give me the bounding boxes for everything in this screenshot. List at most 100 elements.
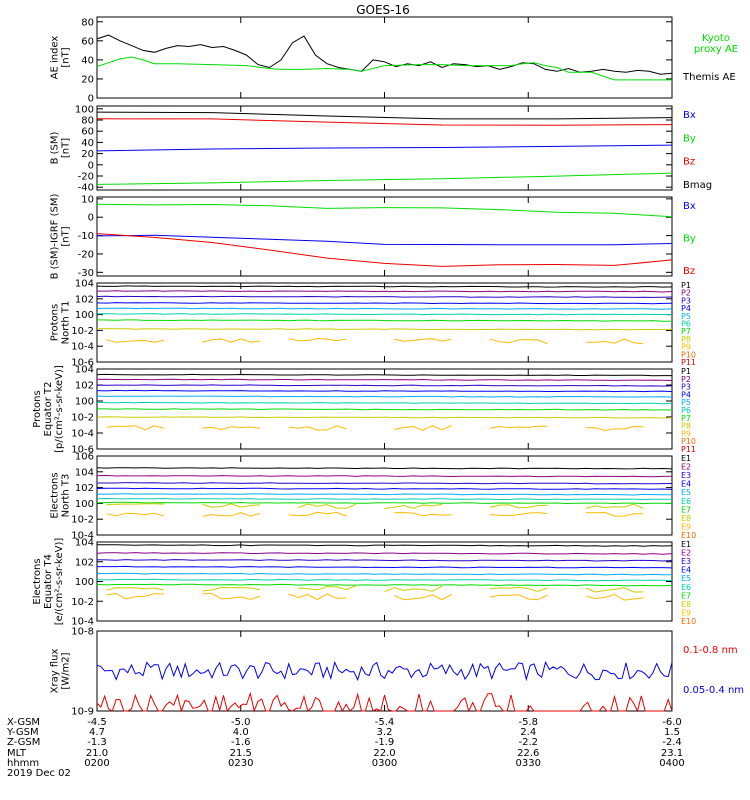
channel-line-e8 [106, 587, 165, 591]
y-tick-label: 10-6 [71, 445, 94, 456]
y-axis-label-line: B (SM) [50, 131, 61, 164]
ephemeris-value-x: -5.0 [231, 717, 251, 728]
series-line-kyoto-proxy-ae [96, 56, 672, 81]
y-tick-label: 100 [75, 499, 94, 510]
channel-line-e8 [202, 503, 260, 508]
y-tick-label: 102 [75, 294, 94, 305]
y-tick-label: 40 [81, 55, 94, 66]
channel-label-p1: P1 [681, 281, 691, 290]
ephemeris-value-x: -5.4 [375, 717, 395, 728]
series-line-0.05-0.4nm [96, 660, 673, 682]
channel-line-p8 [97, 328, 673, 331]
channel-line-p6 [96, 401, 673, 405]
channel-line-e9 [202, 593, 261, 600]
channel-line-e9 [394, 512, 452, 517]
channel-line-p7 [96, 319, 672, 322]
ephemeris-value-mlt: 21.0 [86, 748, 108, 759]
channel-line-e9 [585, 593, 644, 601]
y-tick-label: 20 [81, 74, 94, 85]
y-axis-label-line: [e/(cm²-s-sr-keV)] [54, 538, 65, 626]
ephemeris-value-y: 4.0 [233, 727, 249, 738]
channel-line-e8 [298, 585, 356, 591]
channel-line-e7 [96, 583, 673, 587]
series-line-bz [96, 233, 673, 267]
channel-line-e8 [202, 586, 260, 592]
channel-line-e2 [96, 552, 673, 555]
panel-xray: Xray flux [W/m2] 10-9 10-8 0.1-0.8 nm 0.05-0.… [50, 627, 745, 718]
channel-line-p6 [96, 313, 673, 316]
channel-line-e8 [489, 504, 548, 509]
ephemeris-value-z: -1.9 [375, 737, 395, 748]
legend-xray-short: 0.05-0.4 nm [683, 685, 744, 696]
channel-label-p7: P7 [681, 327, 691, 336]
y-tick-label: 20 [81, 149, 94, 160]
ephemeris-value-z: -1.3 [87, 737, 107, 748]
ephemeris-value-hhmm: 0230 [228, 758, 253, 769]
channel-label-p5: P5 [681, 312, 691, 321]
channel-line-e9 [585, 511, 644, 517]
channel-line-e9 [288, 593, 347, 601]
channel-label-e1: E1 [681, 540, 691, 549]
channel-line-p9 [393, 425, 452, 431]
channel-line-p9 [202, 338, 260, 343]
y-tick-label: 0 [88, 94, 94, 105]
y-axis-label-line: Equator T2 [43, 382, 54, 437]
y-tick-label: 10-6 [71, 358, 94, 369]
y-axis-label-line: [p/(cm²-s-sr-keV)] [54, 365, 65, 453]
series-line-by [96, 203, 673, 218]
channel-label-e8: E8 [681, 600, 691, 609]
ephemeris-value-hhmm: 0300 [372, 758, 397, 769]
channel-label-p2: P2 [681, 375, 691, 384]
y-tick-label: 102 [75, 381, 94, 392]
y-axis-label-line: B (SM)-IGRF (SM) [50, 194, 61, 280]
ephemeris-row-label: Y-GSM [6, 727, 39, 738]
channel-line-e7 [96, 501, 673, 505]
y-tick-label: 10-2 [71, 413, 94, 424]
legend-kyoto-proxy-ae: proxy AE [694, 44, 738, 55]
channel-label-p11: P11 [681, 358, 696, 367]
ephemeris-value-mlt: 23.1 [661, 748, 683, 759]
y-axis-label-line: [nT] [61, 47, 72, 67]
channel-line-p9 [288, 338, 347, 342]
channel-line-e1 [96, 544, 673, 547]
channel-line-e6 [96, 578, 673, 582]
y-axis-label-line: North T3 [61, 474, 72, 518]
channel-line-e8 [489, 586, 548, 592]
ephemeris-value-y: 3.2 [377, 727, 393, 738]
series-line-themis-ae [96, 34, 673, 75]
channel-label-e2: E2 [681, 549, 691, 558]
channel-line-p9 [489, 425, 548, 429]
channel-line-e2 [96, 474, 673, 478]
channel-line-e8 [106, 503, 165, 505]
channel-label-p9: P9 [681, 343, 691, 352]
legend-bmag: Bmag [683, 180, 712, 191]
y-axis-label-line: Protons [50, 304, 61, 341]
figure-title: GOES-16 [356, 3, 410, 17]
y-axis-label-line: Equator T4 [43, 554, 54, 609]
channel-label-p7: P7 [681, 414, 691, 423]
channel-label-p11: P11 [681, 445, 696, 454]
ephemeris-value-mlt: 22.6 [517, 748, 539, 759]
channel-line-p5 [96, 395, 673, 398]
y-tick-label: 10-4 [71, 617, 94, 628]
panel-bigrf: B (SM)-IGRF (SM) [nT] -30 -20 -10 0 10 Bx By Bz [50, 194, 696, 280]
channel-line-e1 [96, 467, 673, 470]
y-tick-label: 40 [81, 138, 94, 149]
channel-label-e2: E2 [681, 463, 691, 472]
channel-label-p4: P4 [681, 304, 691, 313]
series-line-by [96, 172, 673, 185]
y-tick-label: -20 [78, 172, 94, 183]
ephemeris-value-y: 2.4 [520, 727, 536, 738]
ephemeris-value-y: 4.7 [89, 727, 105, 738]
channel-line-e9 [106, 512, 165, 517]
channel-label-e4: E4 [681, 566, 691, 575]
ephemeris-value-x: -5.8 [518, 717, 538, 728]
channel-line-p2 [97, 290, 673, 293]
legend-themis-ae: Themis AE [682, 72, 736, 83]
y-tick-label: 102 [75, 483, 94, 494]
legend-by: By [683, 133, 696, 144]
